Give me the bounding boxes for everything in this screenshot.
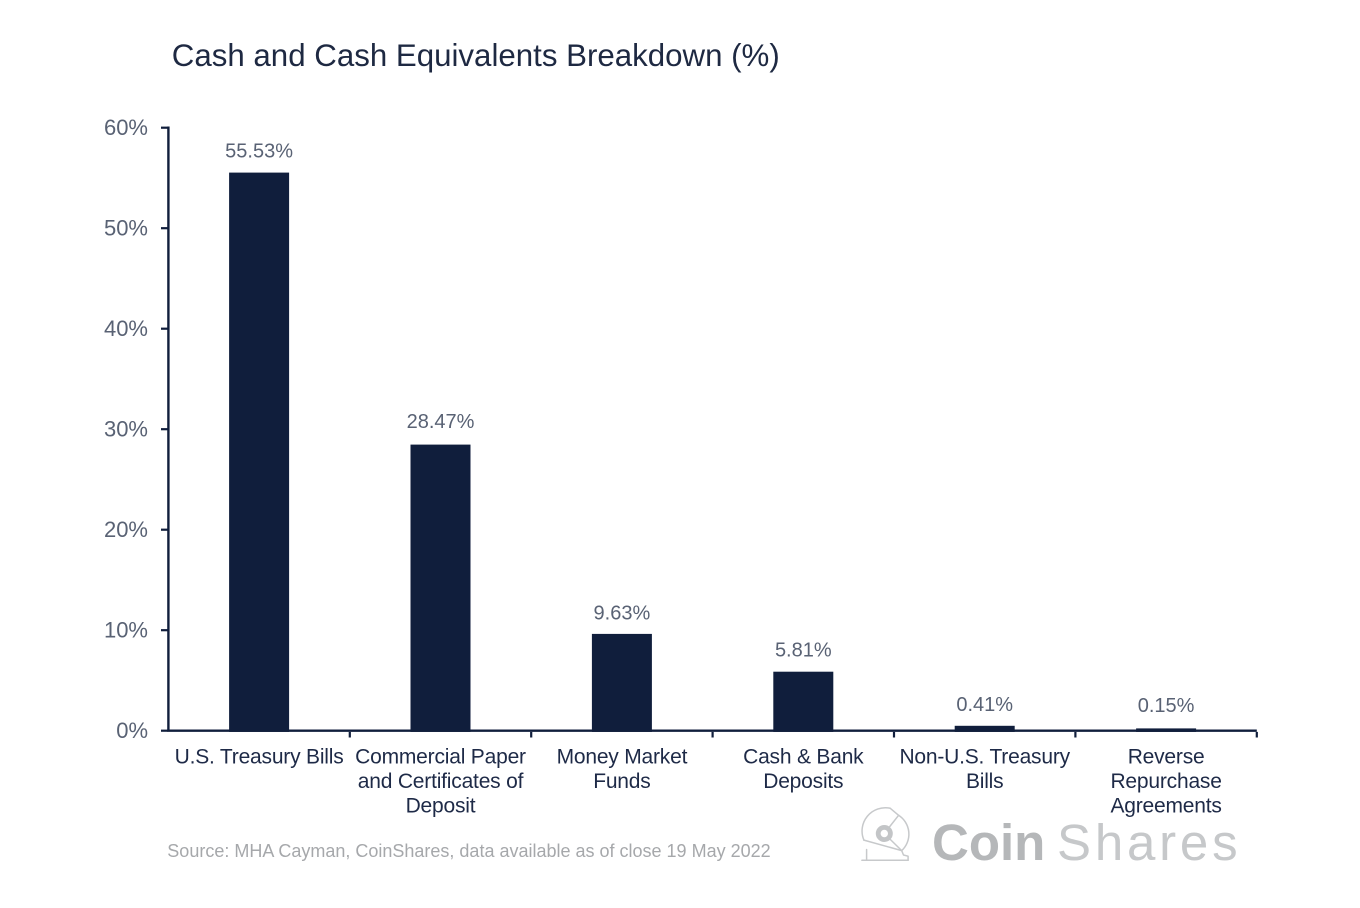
svg-text:30%: 30% [104, 417, 148, 442]
svg-text:40%: 40% [104, 316, 148, 341]
svg-text:Bills: Bills [966, 770, 1004, 793]
svg-text:9.63%: 9.63% [594, 603, 651, 625]
svg-text:Money Market: Money Market [557, 746, 688, 769]
svg-text:Funds: Funds [593, 770, 650, 793]
svg-text:Shares: Shares [1057, 814, 1241, 871]
svg-text:U.S. Treasury Bills: U.S. Treasury Bills [175, 746, 344, 769]
svg-text:Source: MHA Cayman, CoinShares: Source: MHA Cayman, CoinShares, data ava… [167, 841, 770, 861]
svg-text:0.41%: 0.41% [956, 694, 1013, 716]
svg-text:Repurchase: Repurchase [1110, 770, 1221, 793]
svg-text:60%: 60% [104, 115, 148, 140]
svg-text:and Certificates of: and Certificates of [358, 770, 524, 793]
svg-text:20%: 20% [104, 517, 148, 542]
svg-text:Deposits: Deposits [763, 770, 843, 793]
svg-text:Reverse: Reverse [1128, 746, 1205, 769]
svg-text:0%: 0% [116, 718, 148, 743]
svg-text:Non-U.S. Treasury: Non-U.S. Treasury [899, 746, 1070, 769]
svg-text:Cash and Cash Equivalents Brea: Cash and Cash Equivalents Breakdown (%) [172, 38, 780, 73]
svg-text:55.53%: 55.53% [225, 141, 293, 163]
svg-text:50%: 50% [104, 216, 148, 241]
svg-text:Coin: Coin [932, 814, 1045, 871]
svg-text:Deposit: Deposit [406, 794, 476, 817]
svg-text:0.15%: 0.15% [1138, 695, 1195, 717]
svg-text:Commercial Paper: Commercial Paper [355, 746, 526, 769]
svg-text:Cash & Bank: Cash & Bank [743, 746, 864, 769]
svg-text:10%: 10% [104, 618, 148, 643]
svg-text:28.47%: 28.47% [407, 411, 475, 433]
svg-text:Agreements: Agreements [1110, 794, 1221, 817]
svg-text:5.81%: 5.81% [775, 640, 832, 662]
